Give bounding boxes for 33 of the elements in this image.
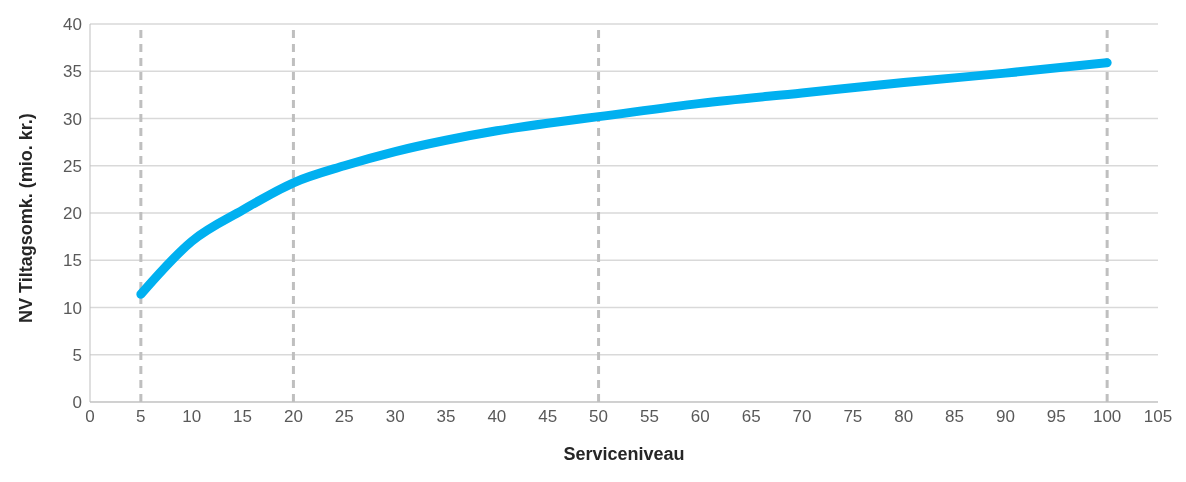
x-tick-label: 95 xyxy=(1046,407,1066,427)
y-tick-label: 30 xyxy=(63,109,82,129)
y-tick-label: 35 xyxy=(63,62,82,82)
x-tick-label: 100 xyxy=(1092,407,1122,427)
x-tick-label: 70 xyxy=(792,407,812,427)
x-tick-label: 45 xyxy=(538,407,558,427)
x-tick-label: 30 xyxy=(385,407,405,427)
x-tick-label: 65 xyxy=(741,407,761,427)
y-tick-label: 20 xyxy=(63,204,82,224)
x-tick-label: 90 xyxy=(995,407,1015,427)
x-tick-label: 60 xyxy=(690,407,710,427)
x-tick-label: 85 xyxy=(945,407,965,427)
y-tick-label: 25 xyxy=(63,156,82,176)
y-tick-label: 0 xyxy=(72,393,82,413)
y-tick-label: 15 xyxy=(63,251,82,271)
x-tick-label: 5 xyxy=(136,407,146,427)
x-tick-label: 75 xyxy=(843,407,863,427)
x-tick-label: 40 xyxy=(487,407,507,427)
y-tick-label: 5 xyxy=(72,345,82,365)
y-axis-title: NV Tiltagsomk. (mio. kr.) xyxy=(16,113,37,323)
x-axis-title: Serviceniveau xyxy=(563,444,685,464)
x-tick-label: 10 xyxy=(182,407,202,427)
x-tick-label: 20 xyxy=(283,407,303,427)
x-tick-label: 50 xyxy=(589,407,609,427)
y-tick-label: 40 xyxy=(63,15,82,35)
x-tick-label: 35 xyxy=(436,407,456,427)
x-tick-label: 15 xyxy=(233,407,253,427)
x-tick-label: 25 xyxy=(334,407,354,427)
x-tick-label: 80 xyxy=(894,407,914,427)
x-tick-label: 105 xyxy=(1143,407,1173,427)
x-tick-label: 55 xyxy=(639,407,659,427)
y-tick-label: 10 xyxy=(63,298,82,318)
x-tick-label: 0 xyxy=(85,407,95,427)
